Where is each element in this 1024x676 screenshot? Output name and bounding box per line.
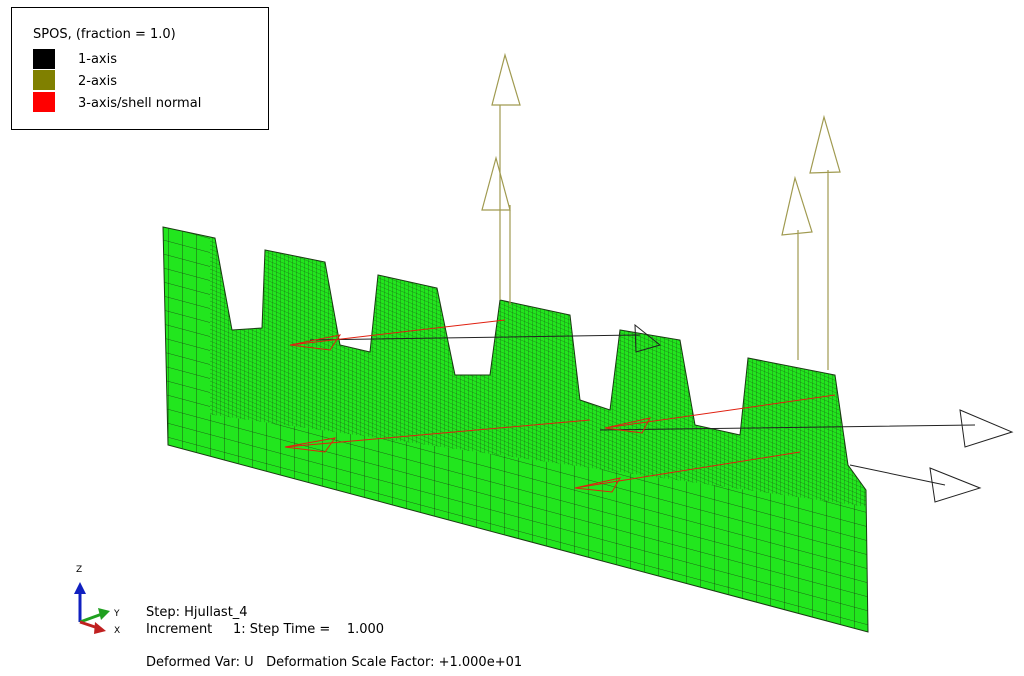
legend-swatch — [33, 70, 55, 90]
triad-label: Y — [113, 609, 120, 619]
legend-swatch — [33, 92, 55, 112]
triad-label: Z — [76, 565, 82, 575]
axis-2-arrows — [481, 52, 841, 370]
status-step: Step: Hjullast_4 — [146, 605, 248, 620]
legend-title: SPOS, (fraction = 1.0) — [33, 27, 176, 42]
triad: Z Y X — [74, 565, 120, 636]
shell-normal-arrows — [284, 319, 836, 493]
legend-label: 2-axis — [78, 74, 117, 89]
legend-swatch — [33, 49, 55, 69]
axis-1-arrows — [309, 323, 1014, 503]
part-outline — [162, 226, 869, 633]
status-deformation: Deformed Var: U Deformation Scale Factor… — [146, 655, 522, 670]
legend-label: 1-axis — [78, 52, 117, 67]
legend-label: 3-axis/shell normal — [78, 96, 201, 111]
triad-label: X — [114, 626, 120, 636]
status-increment: Increment 1: Step Time = 1.000 — [146, 622, 384, 637]
